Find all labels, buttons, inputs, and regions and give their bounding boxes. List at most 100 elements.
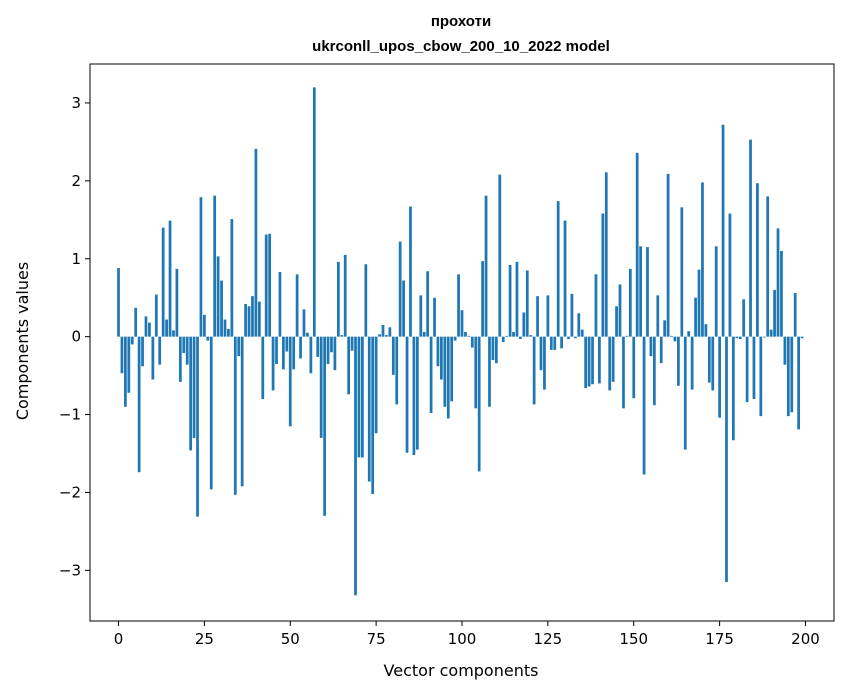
bar xyxy=(563,220,567,337)
bar xyxy=(529,335,533,337)
bar xyxy=(213,195,217,337)
bar xyxy=(683,336,687,450)
bar xyxy=(522,312,526,337)
bar xyxy=(134,307,138,337)
bar xyxy=(656,295,660,337)
bar xyxy=(505,335,509,337)
bar xyxy=(312,87,316,337)
bar xyxy=(367,336,371,482)
bar xyxy=(240,336,244,487)
bar xyxy=(673,336,677,342)
bar xyxy=(797,336,800,430)
bar xyxy=(786,336,790,417)
bar xyxy=(742,299,746,337)
bar xyxy=(209,336,213,490)
bar xyxy=(405,336,409,453)
bar xyxy=(151,336,155,380)
bar xyxy=(196,336,199,517)
y-tick-label: 3 xyxy=(71,94,81,112)
bar xyxy=(467,335,471,337)
bar xyxy=(666,173,670,337)
bar xyxy=(519,336,522,339)
bar xyxy=(738,336,742,339)
bar xyxy=(508,264,512,337)
bar xyxy=(422,331,426,337)
bar xyxy=(154,294,158,337)
bar xyxy=(282,336,285,370)
bar xyxy=(707,336,711,383)
bar xyxy=(124,336,127,407)
bar xyxy=(120,336,124,374)
bar xyxy=(690,336,694,390)
bar xyxy=(457,274,460,337)
bar xyxy=(711,336,715,391)
bar xyxy=(172,330,175,337)
bar xyxy=(326,336,330,364)
bar xyxy=(357,336,361,458)
x-tick-label: 125 xyxy=(534,630,563,648)
bar xyxy=(271,336,275,391)
bar xyxy=(440,336,443,380)
bar xyxy=(488,336,491,407)
bar xyxy=(577,313,581,337)
y-axis-label: Components values xyxy=(13,262,32,420)
bar xyxy=(663,320,667,337)
bar xyxy=(773,289,776,337)
bar xyxy=(580,329,584,337)
bar xyxy=(584,336,588,389)
bar xyxy=(295,274,299,337)
bar xyxy=(237,336,241,357)
bar xyxy=(340,335,344,337)
x-axis-label: Vector components xyxy=(384,661,539,680)
bar xyxy=(501,336,505,343)
bar xyxy=(474,336,478,409)
bar xyxy=(137,336,141,473)
bar xyxy=(223,319,227,337)
bar xyxy=(721,124,725,337)
bar xyxy=(570,293,574,337)
bar xyxy=(391,336,395,375)
bar xyxy=(477,336,481,472)
bar xyxy=(549,336,553,350)
bar xyxy=(178,336,182,382)
bar xyxy=(343,254,347,337)
bar xyxy=(450,336,454,402)
bar xyxy=(292,336,296,370)
bar xyxy=(546,295,550,337)
bar xyxy=(330,336,333,353)
x-tick-label: 150 xyxy=(619,630,648,648)
bar xyxy=(247,306,251,337)
bar xyxy=(216,256,220,337)
bar xyxy=(415,336,419,450)
bar xyxy=(460,310,464,337)
bar xyxy=(728,213,732,337)
bar xyxy=(652,336,656,406)
bar xyxy=(752,336,756,399)
bar xyxy=(769,329,773,337)
bar xyxy=(168,220,172,337)
bar xyxy=(735,336,739,339)
bar xyxy=(264,234,268,337)
bar xyxy=(323,336,326,516)
bar xyxy=(601,213,605,337)
bar xyxy=(278,272,282,337)
bar xyxy=(635,152,639,337)
bar xyxy=(426,271,430,337)
bar xyxy=(536,296,539,337)
bar xyxy=(453,336,457,341)
bar-series xyxy=(117,87,804,596)
bar xyxy=(642,336,646,475)
bar xyxy=(443,336,447,407)
bar xyxy=(628,268,632,337)
x-tick-label: 200 xyxy=(791,630,820,648)
bar xyxy=(275,336,278,364)
bar xyxy=(288,336,292,427)
bar xyxy=(598,336,601,384)
bar xyxy=(800,336,804,339)
bar xyxy=(780,250,783,337)
bar xyxy=(725,336,728,583)
bar xyxy=(141,336,144,367)
bar xyxy=(203,314,206,337)
bar xyxy=(185,336,189,365)
bar xyxy=(336,261,340,337)
